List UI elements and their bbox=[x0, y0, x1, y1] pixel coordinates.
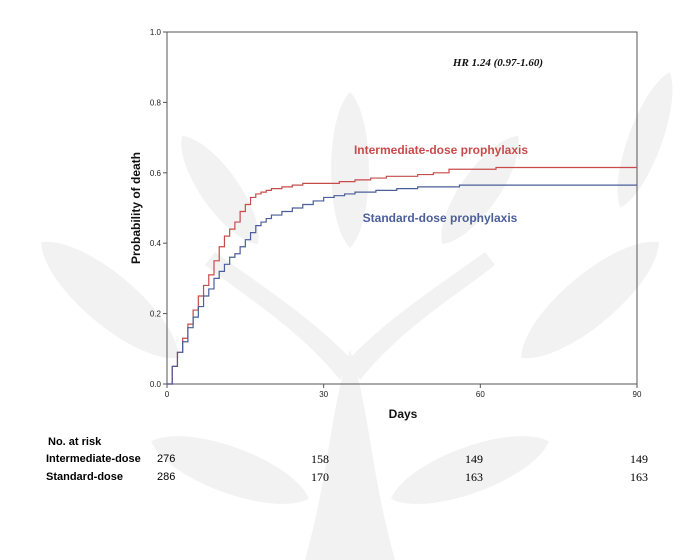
watermark-leaf bbox=[143, 419, 317, 521]
x-axis-title: Days bbox=[389, 407, 418, 421]
watermark-leaf bbox=[24, 222, 196, 378]
watermark-leaf bbox=[166, 125, 274, 255]
watermark-leaf bbox=[604, 66, 686, 214]
x-tick-label: 30 bbox=[319, 390, 328, 399]
risk-row-label: Intermediate-dose bbox=[46, 453, 141, 465]
risk-value: 163 bbox=[465, 470, 483, 484]
risk-value: 170 bbox=[311, 470, 329, 484]
hr-annotation: HR 1.24 (0.97-1.60) bbox=[452, 57, 543, 69]
y-tick-label: 1.0 bbox=[150, 28, 162, 37]
series-line-intermediate-dose bbox=[167, 166, 637, 385]
y-tick-label: 0.4 bbox=[150, 239, 162, 248]
y-tick-label: 0.2 bbox=[150, 310, 162, 319]
watermark-branch bbox=[205, 252, 352, 380]
series-line-standard-dose bbox=[167, 184, 637, 385]
x-tick-label: 0 bbox=[165, 390, 170, 399]
x-tick-label: 90 bbox=[633, 390, 642, 399]
y-tick-label: 0.6 bbox=[150, 169, 162, 178]
y-tick-label: 0.0 bbox=[150, 380, 162, 389]
risk-table-title: No. at risk bbox=[48, 436, 102, 448]
plot-frame bbox=[166, 31, 638, 385]
y-tick-label: 0.8 bbox=[150, 98, 162, 107]
watermark-tree bbox=[24, 66, 686, 560]
risk-value: 163 bbox=[630, 470, 648, 484]
y-axis-title: Probability of death bbox=[129, 152, 143, 264]
x-tick-label: 60 bbox=[476, 390, 485, 399]
risk-value: 149 bbox=[630, 452, 648, 466]
watermark-trunk bbox=[305, 350, 395, 560]
risk-value: 158 bbox=[311, 452, 329, 466]
watermark-leaf bbox=[504, 222, 676, 378]
risk-value: 149 bbox=[465, 452, 483, 466]
risk-value: 286 bbox=[157, 471, 176, 483]
series-label-standard-dose: Standard-dose prophylaxis bbox=[363, 211, 518, 225]
risk-row-label: Standard-dose bbox=[46, 471, 124, 483]
series-label-intermediate-dose: Intermediate-dose prophylaxis bbox=[354, 143, 528, 157]
risk-value: 276 bbox=[157, 453, 176, 465]
watermark-branch bbox=[348, 252, 495, 380]
